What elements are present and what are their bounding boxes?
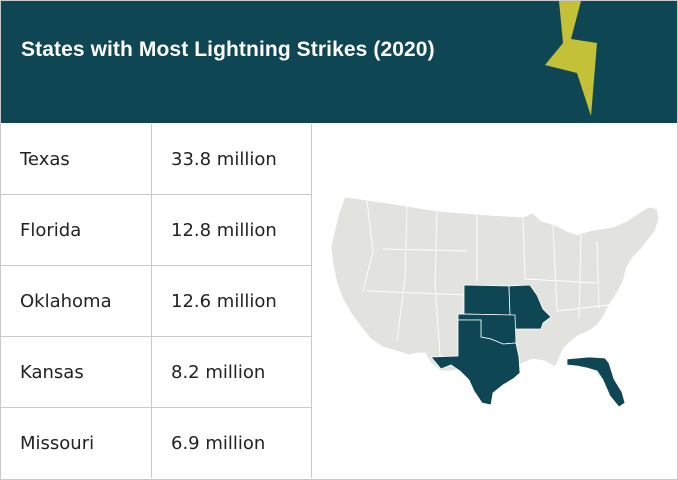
strike-count: 33.8 million [151,124,312,195]
strike-count: 12.6 million [151,265,312,337]
state-name: Kansas [1,336,152,408]
strikes-table: Texas 33.8 million Florida 12.8 million … [1,124,312,478]
strike-count: 12.8 million [151,194,312,266]
state-florida [566,356,626,408]
state-texas [430,319,521,406]
strike-count: 6.9 million [151,407,312,478]
state-name: Oklahoma [1,265,152,337]
strike-count: 8.2 million [151,336,312,408]
us-map [330,196,660,408]
table-row: Oklahoma 12.6 million [1,265,312,337]
table-row: Texas 33.8 million [1,124,312,195]
table-row: Florida 12.8 million [1,194,312,266]
state-kansas [463,284,511,316]
state-name: Texas [1,124,152,195]
state-name: Missouri [1,407,152,478]
table-row: Missouri 6.9 million [1,407,312,478]
page-title: States with Most Lightning Strikes (2020… [21,38,435,61]
lightning-bolt-icon [545,1,597,116]
state-name: Florida [1,194,152,266]
state-borders [362,200,628,370]
header-banner: States with Most Lightning Strikes (2020… [1,1,677,123]
table-row: Kansas 8.2 million [1,336,312,408]
